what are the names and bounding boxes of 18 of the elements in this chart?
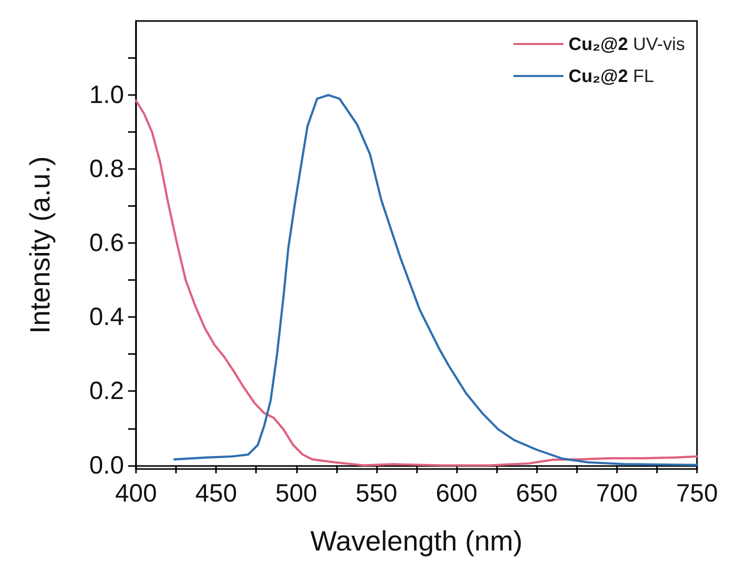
x-tick-label: 450	[195, 480, 237, 508]
x-tick-label: 650	[516, 480, 558, 508]
y-axis-title: Intensity (a.u.)	[24, 156, 56, 334]
x-tick-label: 500	[275, 480, 318, 508]
y-tick-label: 1.0	[89, 81, 124, 110]
y-tick-label: 0.4	[89, 303, 124, 332]
y-tick-label: 0.2	[89, 377, 124, 406]
legend-label: Cu₂@2 UV-vis	[568, 34, 686, 54]
x-tick-label: 600	[436, 480, 478, 508]
y-tick-label: 0.6	[89, 229, 124, 258]
x-tick-label: 750	[676, 480, 718, 508]
x-tick-label: 400	[115, 480, 157, 508]
x-axis-title: Wavelength (nm)	[310, 526, 523, 556]
y-tick-label: 0.8	[89, 155, 124, 184]
y-tick-label: 0.0	[89, 451, 124, 480]
legend-label: Cu₂@2 FL	[568, 66, 654, 86]
x-tick-label: 550	[356, 480, 398, 508]
x-tick-label: 700	[596, 480, 638, 508]
